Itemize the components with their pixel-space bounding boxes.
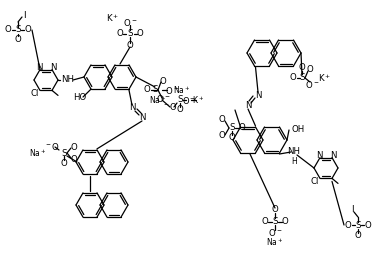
Text: O: O: [345, 221, 351, 230]
Text: S: S: [229, 124, 235, 133]
Text: S: S: [177, 95, 183, 104]
Text: N: N: [330, 151, 336, 160]
Text: O: O: [355, 230, 361, 239]
Text: O: O: [25, 26, 32, 35]
Text: Cl: Cl: [31, 89, 39, 98]
Text: O: O: [15, 36, 21, 44]
Text: O$^-$: O$^-$: [123, 17, 137, 28]
Text: O: O: [219, 132, 225, 141]
Text: O: O: [117, 29, 123, 38]
Text: NH: NH: [287, 148, 300, 157]
Text: O: O: [364, 221, 371, 230]
Text: O: O: [71, 156, 77, 165]
Text: l: l: [23, 11, 25, 20]
Text: O: O: [229, 133, 235, 142]
Text: O$^-$: O$^-$: [182, 94, 196, 106]
Text: K$^+$: K$^+$: [192, 94, 204, 106]
Text: S: S: [299, 74, 305, 83]
Text: Na$^+$: Na$^+$: [173, 84, 191, 96]
Text: O: O: [5, 26, 11, 35]
Text: $^-$O: $^-$O: [162, 101, 178, 112]
Text: O: O: [282, 217, 288, 227]
Text: O$^-$: O$^-$: [268, 227, 282, 238]
Text: O: O: [219, 116, 225, 125]
Text: O: O: [144, 85, 151, 94]
Text: O: O: [290, 74, 296, 83]
Text: Na$^+$: Na$^+$: [266, 236, 284, 248]
Text: O: O: [272, 206, 279, 214]
Text: N: N: [255, 91, 261, 100]
Text: O: O: [238, 124, 245, 133]
Text: N: N: [129, 103, 135, 112]
Text: S: S: [127, 29, 133, 38]
Text: O: O: [262, 217, 268, 227]
Text: Na$^+$: Na$^+$: [149, 94, 167, 106]
Text: O$^-$: O$^-$: [165, 85, 179, 95]
Text: Na$^+$: Na$^+$: [29, 147, 47, 159]
Text: $^-$O: $^-$O: [44, 141, 60, 152]
Text: O$^-$: O$^-$: [305, 78, 319, 90]
Text: NH: NH: [61, 76, 75, 85]
Text: l: l: [351, 206, 353, 214]
Text: O: O: [299, 63, 305, 72]
Text: O: O: [61, 158, 67, 167]
Text: N: N: [316, 151, 322, 160]
Text: S: S: [61, 149, 67, 157]
Text: O: O: [307, 66, 314, 75]
Text: OH: OH: [292, 125, 305, 134]
Text: O: O: [127, 42, 133, 51]
Text: Cl: Cl: [311, 177, 319, 186]
Text: O$^-$: O$^-$: [156, 93, 170, 103]
Text: O: O: [137, 29, 144, 38]
Text: N: N: [50, 63, 56, 72]
Text: O: O: [71, 142, 77, 151]
Text: O: O: [177, 106, 183, 115]
Text: N: N: [139, 114, 145, 123]
Text: K$^+$: K$^+$: [318, 72, 332, 84]
Text: N: N: [245, 101, 251, 110]
Text: S: S: [272, 217, 278, 227]
Text: HO: HO: [74, 93, 87, 101]
Text: N: N: [36, 63, 42, 72]
Text: H: H: [291, 157, 297, 166]
Text: O: O: [159, 77, 166, 86]
Text: S: S: [15, 26, 21, 35]
Text: K$^+$: K$^+$: [106, 12, 120, 24]
Text: S: S: [152, 85, 158, 94]
Text: S: S: [355, 221, 361, 230]
